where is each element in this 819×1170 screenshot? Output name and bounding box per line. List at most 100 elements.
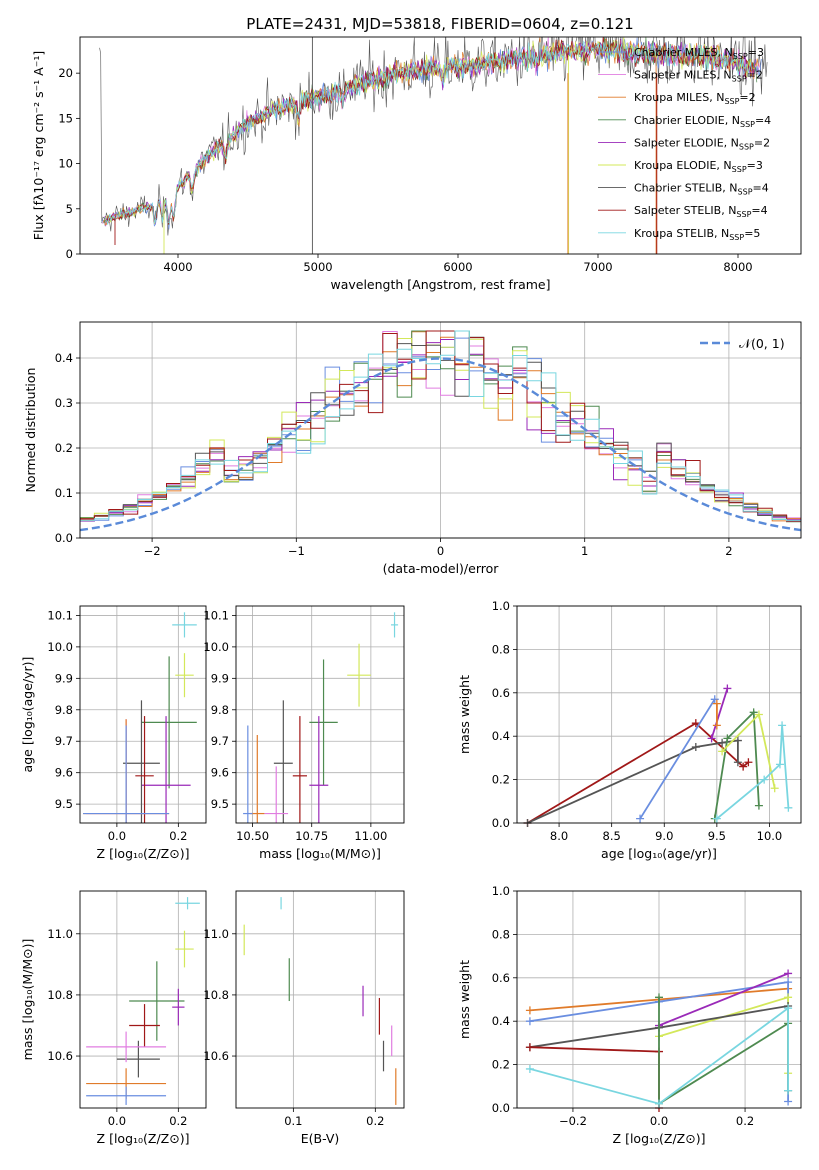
weight-vs-age-marker bbox=[712, 814, 721, 823]
mass-vs-ebv-xtick-label: 0.2 bbox=[366, 1114, 384, 1128]
weight-vs-Z-ytick-label: 0.0 bbox=[492, 1101, 510, 1115]
histogram-series-9 bbox=[80, 330, 801, 524]
spectrum-ylabel: Flux [fλ10⁻¹⁷ erg cm⁻² s⁻¹ A⁻¹] bbox=[31, 51, 46, 240]
age-vs-mass-xtick-label: 10.75 bbox=[295, 829, 328, 843]
residuals-xlabel: (data-model)/error bbox=[383, 561, 500, 576]
legend-label-tail: =5 bbox=[744, 227, 760, 240]
weight-vs-Z-marker bbox=[655, 1099, 663, 1108]
age-vs-mass-axes: 10.50 10.75 11.00 9.5 9.6 9.7 9.8 9.9 10.0 10.1 ma… bbox=[203, 605, 405, 861]
spectrum-xlabel: wavelength [Angstrom, rest frame] bbox=[330, 277, 550, 292]
spectrum-ytick-label: 0 bbox=[66, 247, 73, 261]
legend-label-7: Chabrier STELIB, NSSP=4 bbox=[634, 182, 769, 197]
mass-vs-Z-axes: 0.0 0.2 10.6 10.8 11.0 Z [log₁₀(Z/Z⊙)] mass [l… bbox=[20, 890, 207, 1146]
weight-vs-age-marker bbox=[778, 721, 787, 730]
weight-vs-age-marker bbox=[712, 699, 721, 708]
legend-label-tail: =2 bbox=[754, 136, 770, 149]
weight-vs-age-marker bbox=[770, 784, 779, 793]
legend-label-tail: =3 bbox=[748, 46, 764, 59]
mass-vs-Z-point-9 bbox=[86, 1086, 167, 1105]
legend-label-text: Salpeter ELODIE, N bbox=[634, 136, 739, 149]
weight-vs-age-marker bbox=[784, 803, 793, 812]
plot-frame bbox=[79, 605, 207, 824]
weight-vs-Z-marker bbox=[655, 993, 663, 1002]
legend-label-text: Salpeter MILES, N bbox=[634, 69, 732, 82]
residuals-xtick-label: −2 bbox=[144, 544, 161, 558]
weight-vs-Z-ytick-label: 0.4 bbox=[492, 1014, 510, 1028]
mass-vs-Z-point-6 bbox=[129, 1004, 160, 1047]
weight-vs-age-marker bbox=[718, 747, 727, 756]
age-vs-Z-ytick-label: 10.1 bbox=[47, 608, 73, 622]
legend-label-text: Chabrier STELIB, N bbox=[634, 182, 738, 195]
mass-vs-Z-point-5 bbox=[116, 1040, 160, 1078]
spectrum-line-9 bbox=[106, 40, 753, 225]
legend-label-text: Kroupa MILES, N bbox=[634, 91, 724, 104]
plot-frame bbox=[516, 605, 802, 824]
mass-vs-Z-ylabel: mass [log₁₀(M/M⊙)] bbox=[20, 939, 35, 1061]
weight-vs-age-marker bbox=[723, 684, 732, 693]
plot-frame bbox=[79, 890, 207, 1109]
weight-vs-Z-ytick-label: 0.2 bbox=[492, 1058, 510, 1072]
weight-vs-age-marker bbox=[691, 719, 700, 728]
spectrum-xtick-label: 6000 bbox=[443, 260, 472, 274]
weight-vs-Z-marker bbox=[784, 993, 793, 1002]
legend-label-tail: =4 bbox=[753, 182, 769, 195]
mass-vs-Z-point-1 bbox=[175, 897, 200, 910]
weight-vs-Z-ytick-label: 0.8 bbox=[492, 927, 510, 941]
weight-vs-age-xtick-label: 9.5 bbox=[708, 829, 726, 843]
legend-label-tail: =3 bbox=[747, 159, 763, 172]
weight-vs-age-ytick-label: 0.2 bbox=[492, 773, 510, 787]
weight-vs-age-ytick-label: 0.8 bbox=[492, 642, 510, 656]
plot-frame bbox=[235, 605, 405, 824]
weight-vs-age-marker bbox=[733, 736, 742, 745]
spectrum-ytick-label: 5 bbox=[66, 202, 73, 216]
weight-vs-age-marker bbox=[636, 814, 645, 823]
legend-label-sub: SSP bbox=[740, 120, 755, 129]
age-vs-Z-xtick-label: 0.2 bbox=[169, 829, 187, 843]
spectrum-xtick-label: 8000 bbox=[723, 260, 752, 274]
age-vs-mass-point-4 bbox=[309, 716, 329, 823]
legend-label-6: Kroupa ELODIE, NSSP=3 bbox=[634, 159, 763, 174]
age-vs-mass-point-7 bbox=[264, 766, 289, 823]
weight-vs-Z-marker bbox=[784, 1086, 793, 1095]
age-vs-Z-ylabel: age [log₁₀(age/yr)] bbox=[20, 657, 35, 773]
legend-label-tail: =4 bbox=[751, 204, 767, 217]
weight-vs-age-marker bbox=[712, 721, 721, 730]
legend-label-3: Kroupa MILES, NSSP=2 bbox=[634, 91, 756, 106]
age-vs-mass-ytick-label: 9.7 bbox=[211, 734, 229, 748]
mass-vs-Z-point-3 bbox=[129, 961, 185, 1041]
mass-vs-Z-xtick-label: 0.0 bbox=[108, 1114, 126, 1128]
age-vs-mass-xtick-label: 10.50 bbox=[236, 829, 269, 843]
weight-vs-age-series-1 bbox=[527, 722, 749, 823]
mass-vs-ebv-ytick-label: 11.0 bbox=[203, 927, 229, 941]
weight-vs-age-marker bbox=[718, 738, 727, 747]
mass-vs-Z-ytick-label: 10.6 bbox=[47, 1049, 73, 1063]
legend-label-text: Salpeter STELIB, N bbox=[634, 204, 736, 217]
age-vs-Z-point-3 bbox=[141, 656, 197, 789]
spectrum-xtick-label: 4000 bbox=[163, 260, 192, 274]
weight-vs-age-marker bbox=[707, 734, 716, 743]
age-vs-Z-axes: 0.0 0.2 9.5 9.6 9.7 9.8 9.9 10.0 10.1 Z [log₁₀(Z/… bbox=[20, 605, 207, 861]
weight-vs-age-marker bbox=[723, 734, 732, 743]
weight-vs-Z-marker bbox=[784, 969, 793, 978]
weight-vs-age-marker bbox=[710, 695, 719, 704]
weight-vs-Z-ytick-label: 0.6 bbox=[492, 971, 510, 985]
weight-vs-age-marker bbox=[760, 775, 769, 784]
mass-vs-Z-ytick-label: 10.8 bbox=[47, 988, 73, 1002]
weight-vs-age-ytick-label: 0.0 bbox=[492, 816, 510, 830]
weight-vs-age-ytick-label: 1.0 bbox=[492, 599, 510, 613]
legend-label-tail: =2 bbox=[739, 91, 755, 104]
age-vs-Z-ytick-label: 9.5 bbox=[55, 797, 73, 811]
weight-vs-age-marker bbox=[744, 758, 753, 767]
weight-vs-age-marker bbox=[691, 743, 700, 752]
weight-vs-Z-marker bbox=[525, 1064, 534, 1073]
age-vs-mass-ytick-label: 9.5 bbox=[211, 797, 229, 811]
weight-vs-age-marker bbox=[749, 708, 758, 717]
weight-vs-Z-marker bbox=[784, 978, 793, 987]
residuals-axes: −2 −1 0 1 2 0.0 0.1 0.2 0.3 0.4 (data-model)/error… bbox=[23, 321, 802, 576]
mass-vs-Z-xtick-label: 0.2 bbox=[169, 1114, 187, 1128]
spectrum-line-7 bbox=[99, 37, 768, 236]
spectrum-ytick-label: 15 bbox=[58, 111, 73, 125]
age-vs-Z-point-5 bbox=[123, 700, 160, 823]
residuals-xtick-label: 2 bbox=[725, 544, 732, 558]
